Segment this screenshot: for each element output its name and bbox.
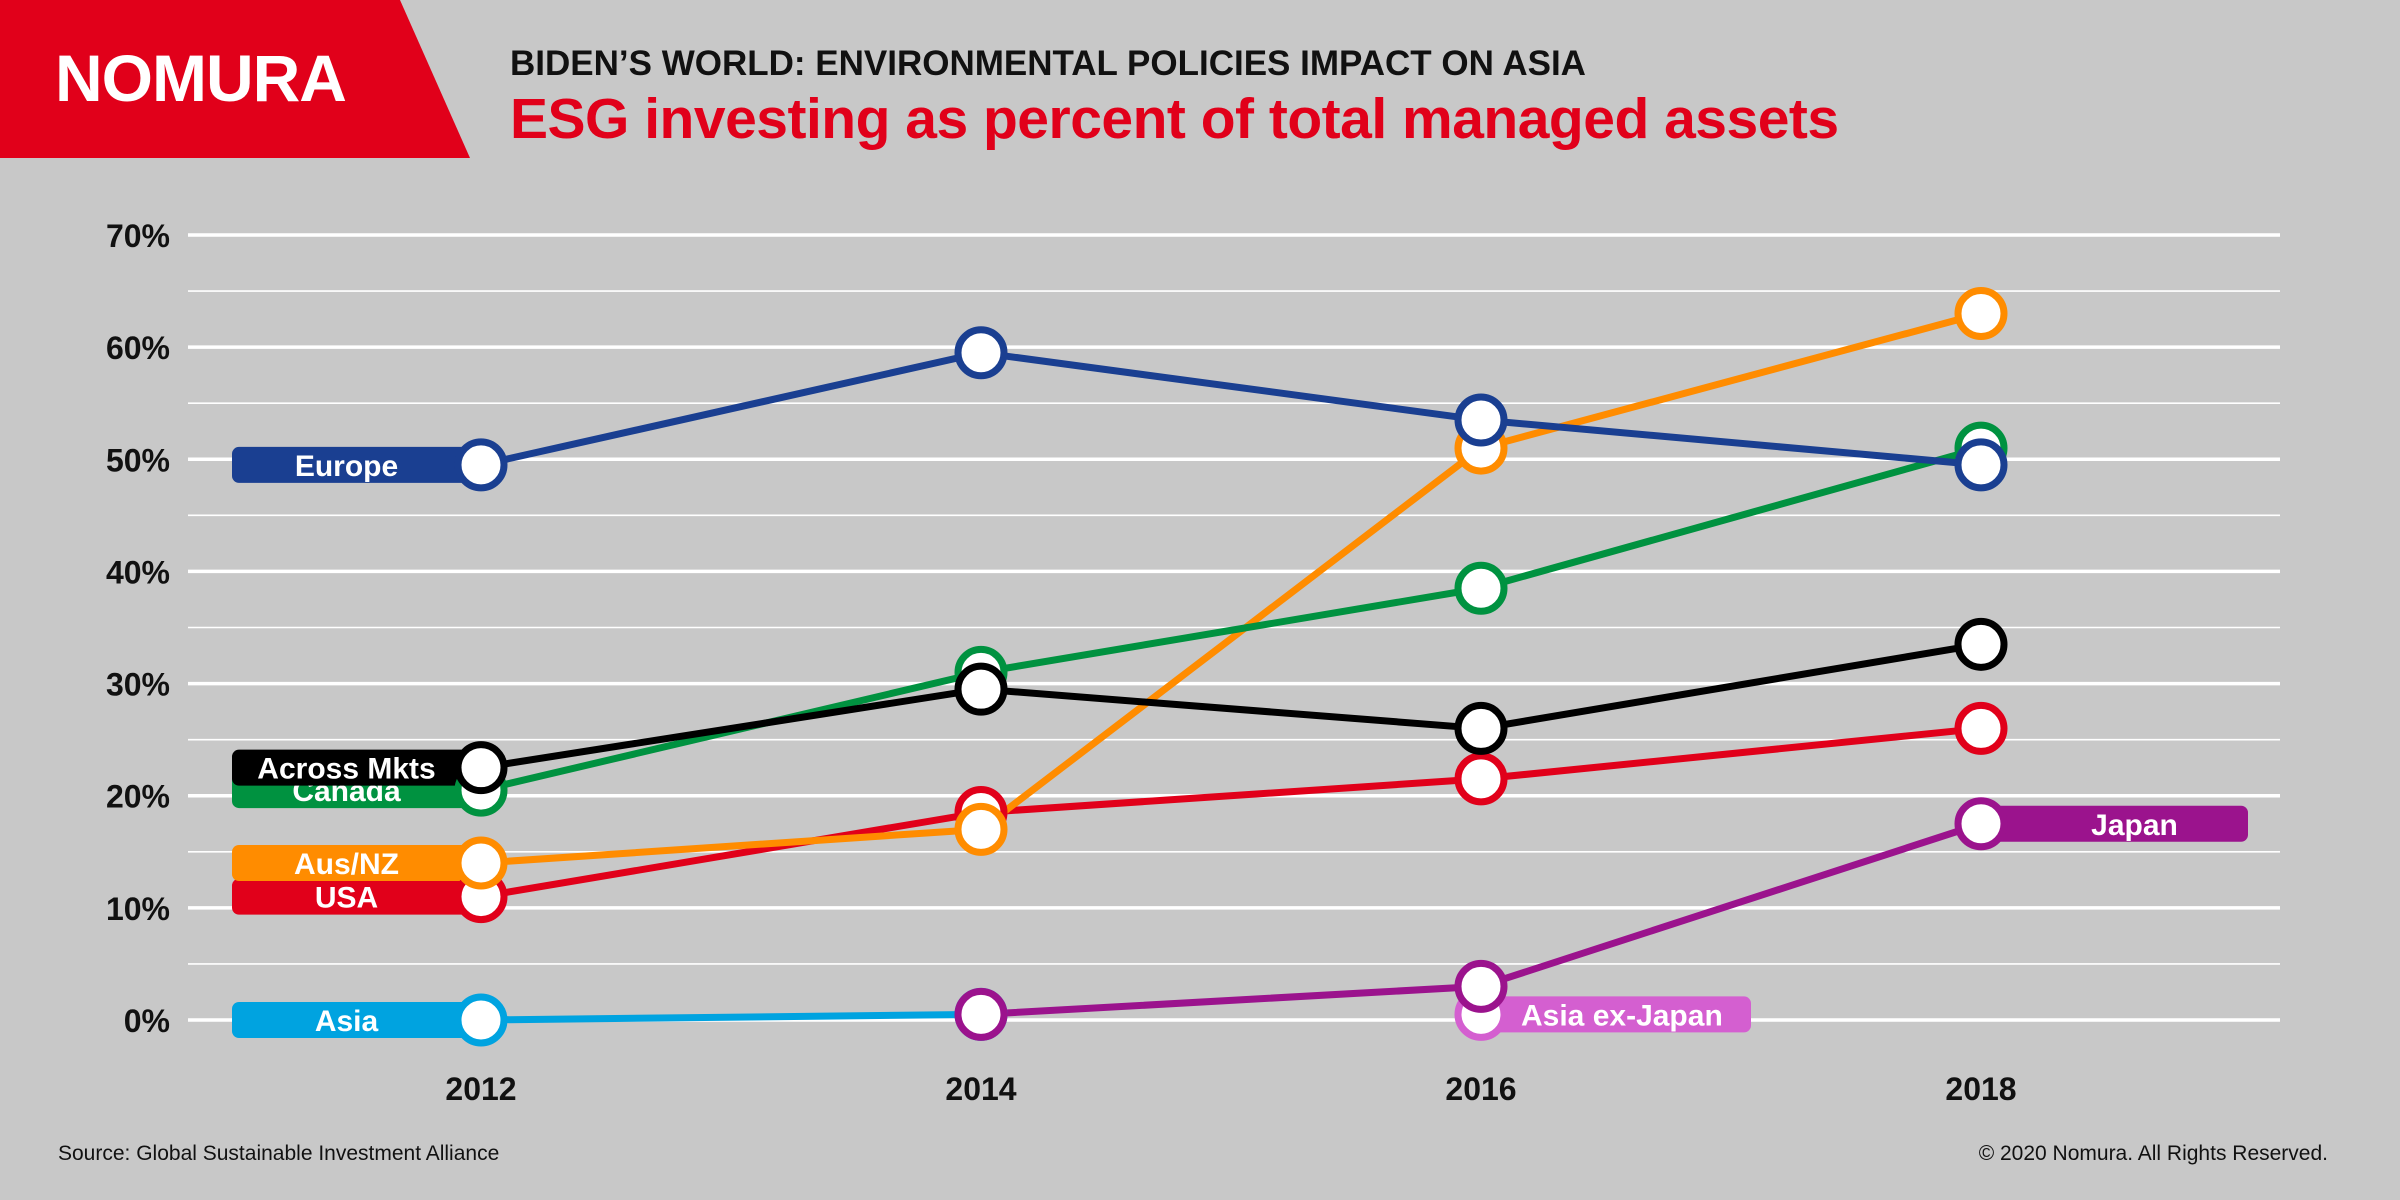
chart-kicker: BIDEN’S WORLD: ENVIRONMENTAL POLICIES IM… — [510, 44, 1586, 83]
y-tick-label: 70% — [106, 218, 170, 254]
data-point-japan-2016 — [1454, 959, 1508, 1013]
x-tick-label: 2016 — [1445, 1071, 1516, 1107]
series-label-pill — [232, 878, 481, 915]
data-point-europe-2016 — [1454, 393, 1508, 447]
data-point-aus-nz-2018 — [1954, 287, 2008, 340]
copyright-note: © 2020 Nomura. All Rights Reserved. — [1978, 1142, 2328, 1165]
x-tick-label: 2014 — [945, 1071, 1016, 1107]
series-line-asia — [477, 1010, 985, 1024]
y-tick-label: 0% — [124, 1003, 170, 1039]
data-point-across-mkts-2012 — [454, 741, 508, 795]
data-point-usa-2016 — [1454, 752, 1508, 806]
series-label-pill — [232, 446, 481, 483]
series-label-usa: USA — [232, 878, 481, 915]
series-label-europe: Europe — [232, 446, 481, 483]
data-point-europe-2012 — [454, 438, 508, 492]
data-point-aus-nz-2012 — [454, 836, 508, 890]
series-line-canada — [477, 444, 1985, 794]
series-label-text: Japan — [2091, 809, 2178, 842]
brand-logo-block: NOMURA — [0, 0, 470, 158]
series-label-japan: Japan — [1981, 805, 2248, 842]
y-axis-tick-labels: 0% 10% 20% 30% 40% 50% 60% 70% — [106, 218, 170, 1039]
series-label-across-mkts: Across Mkts — [232, 749, 481, 786]
series-label-pill — [232, 845, 481, 881]
series-line-across-mkts — [477, 640, 1985, 772]
series-line-europe — [477, 349, 1985, 469]
series-label-asia-ex-japan: Asia ex-Japan — [1481, 996, 1751, 1033]
series-label-pill — [232, 749, 481, 786]
series-label-text: Asia ex-Japan — [1521, 999, 1723, 1032]
data-point-japan-2018 — [1954, 797, 2008, 851]
data-point-across-mkts-2018 — [1954, 617, 2008, 671]
x-axis-tick-labels: 2012 2014 2016 2018 — [445, 1071, 2016, 1107]
data-point-aus-nz-2014 — [954, 802, 1008, 856]
data-point-japan-2014 — [954, 987, 1008, 1041]
data-point-canada-2016 — [1454, 561, 1508, 615]
series-label-pill — [1481, 996, 1751, 1033]
series-label-text: Europe — [295, 450, 398, 483]
data-point-europe-2018 — [1954, 438, 2008, 492]
data-point-asia-2012 — [454, 993, 508, 1047]
y-tick-label: 40% — [106, 554, 170, 590]
series-labels: Asia Asia ex-JapanJapanUSAAus/NZCanadaAcr… — [232, 446, 2248, 1038]
data-point-across-mkts-2016 — [1454, 701, 1508, 755]
series-markers — [454, 287, 2008, 1047]
y-tick-label: 20% — [106, 779, 170, 815]
y-tick-label: 60% — [106, 330, 170, 366]
y-tick-label: 10% — [106, 891, 170, 927]
chart-title: ESG investing as percent of total manage… — [510, 87, 1839, 151]
series-line-aus-nz — [477, 310, 1985, 867]
series-label-text: USA — [315, 882, 378, 915]
series-label-text: Aus/NZ — [294, 848, 399, 881]
series-lines — [477, 310, 1985, 1024]
series-label-pill — [232, 1002, 481, 1038]
x-tick-label: 2018 — [1945, 1071, 2016, 1107]
series-label-text: Across Mkts — [257, 753, 435, 786]
series-label-pill — [1981, 805, 2248, 842]
data-point-across-mkts-2014 — [954, 662, 1008, 716]
data-point-europe-2014 — [954, 326, 1008, 380]
series-label-aus-nz: Aus/NZ — [232, 845, 481, 881]
series-label-text: Asia — [315, 1005, 379, 1038]
y-tick-label: 50% — [106, 442, 170, 478]
series-line-usa — [477, 724, 1985, 901]
data-point-usa-2018 — [1954, 701, 2008, 755]
x-tick-label: 2012 — [445, 1071, 516, 1107]
source-note: Source: Global Sustainable Investment Al… — [58, 1142, 500, 1165]
nomura-logo: NOMURA — [55, 41, 347, 115]
y-tick-label: 30% — [106, 667, 170, 703]
series-label-asia: Asia — [232, 1002, 481, 1038]
